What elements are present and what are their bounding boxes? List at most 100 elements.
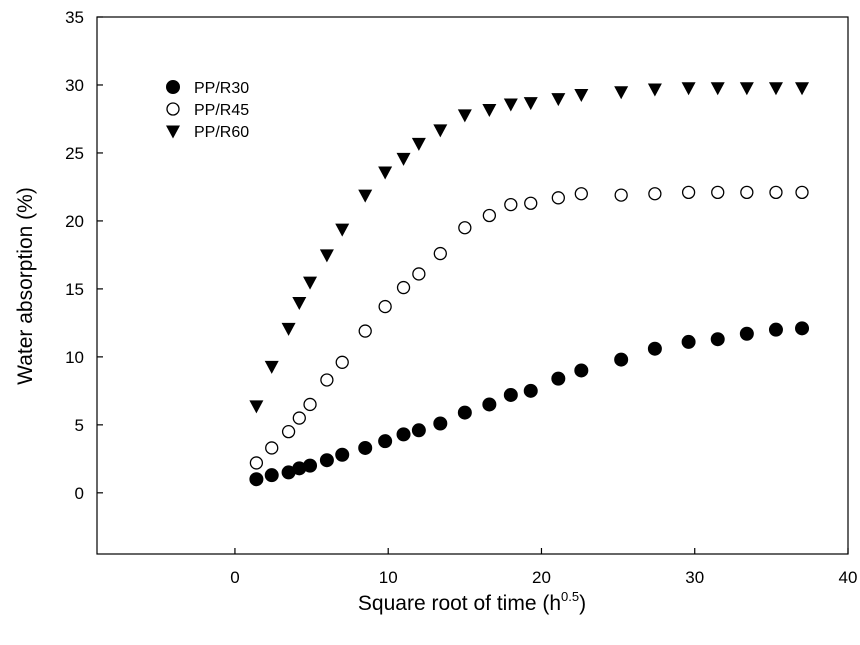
data-point-pp-r45 — [648, 187, 662, 201]
data-point-pp-r45 — [433, 246, 447, 261]
data-point-pp-r45 — [303, 397, 317, 412]
data-point-pp-r30 — [614, 352, 629, 367]
data-point-pp-r45 — [335, 355, 349, 369]
data-point-pp-r30 — [503, 387, 518, 402]
data-point-pp-r45 — [524, 196, 538, 210]
data-point-pp-r30 — [411, 423, 426, 438]
data-point-pp-r45 — [458, 221, 472, 235]
data-point-pp-r30 — [433, 416, 448, 431]
data-point-pp-r30 — [358, 440, 373, 455]
data-point-pp-r60 — [574, 88, 589, 102]
data-point-pp-r30 — [378, 434, 393, 449]
data-point-pp-r30 — [768, 322, 783, 337]
data-point-pp-r60 — [358, 189, 373, 203]
y-tick-label: 25 — [65, 144, 84, 163]
data-point-pp-r30 — [681, 334, 696, 349]
data-point-pp-r45 — [551, 191, 565, 205]
data-point-pp-r45 — [412, 267, 426, 281]
data-point-pp-r45 — [795, 185, 809, 200]
y-tick-label: 0 — [75, 484, 84, 503]
data-point-pp-r30 — [457, 405, 472, 420]
data-point-pp-r60 — [433, 124, 448, 138]
data-point-pp-r30 — [319, 453, 334, 468]
x-tick-label: 10 — [379, 568, 398, 587]
data-point-pp-r45 — [711, 185, 725, 200]
data-point-pp-r30 — [249, 472, 264, 487]
data-point-pp-r30 — [335, 447, 350, 462]
data-point-pp-r30 — [647, 341, 662, 356]
data-point-pp-r60 — [319, 249, 334, 263]
data-point-pp-r60 — [281, 322, 296, 336]
data-point-pp-r60 — [768, 82, 783, 96]
legend-marker-pp-r45 — [166, 102, 180, 116]
x-tick-label: 0 — [230, 568, 239, 587]
data-point-pp-r45 — [504, 197, 518, 212]
data-point-pp-r60 — [396, 152, 411, 166]
data-point-pp-r45 — [358, 324, 372, 338]
data-point-pp-r30 — [710, 332, 725, 347]
x-tick-label: 20 — [532, 568, 551, 587]
data-point-pp-r60 — [249, 400, 264, 414]
data-point-pp-r45 — [265, 441, 279, 455]
x-axis-title-suffix: ) — [579, 592, 586, 615]
data-point-pp-r60 — [378, 166, 393, 180]
data-point-pp-r45 — [378, 299, 392, 314]
y-tick-label: 5 — [75, 416, 84, 435]
data-point-pp-r60 — [335, 223, 350, 237]
data-point-pp-r30 — [551, 371, 566, 386]
data-point-pp-r30 — [795, 321, 810, 336]
x-axis-title-superscript: 0.5 — [561, 589, 579, 604]
data-point-pp-r60 — [503, 98, 518, 112]
data-point-pp-r60 — [710, 82, 725, 96]
data-points — [249, 82, 810, 487]
data-point-pp-r60 — [739, 82, 754, 96]
data-point-pp-r60 — [795, 82, 810, 96]
data-point-pp-r45 — [740, 185, 754, 200]
data-point-pp-r45 — [249, 456, 264, 470]
data-point-pp-r60 — [303, 276, 318, 290]
y-tick-label: 30 — [65, 76, 84, 95]
data-point-pp-r60 — [523, 97, 538, 111]
legend-marker-pp-r30 — [166, 80, 180, 94]
data-point-pp-r45 — [396, 280, 411, 295]
data-point-pp-r45 — [320, 373, 334, 387]
data-point-pp-r30 — [264, 468, 279, 483]
axis-ticks — [97, 16, 849, 554]
data-point-pp-r60 — [482, 103, 497, 117]
tick-labels: 0 10 20 30 40 0 5 10 15 20 25 30 35 — [65, 8, 857, 587]
legend-label-pp-r30: PP/R30 — [194, 80, 249, 97]
data-point-pp-r60 — [614, 86, 629, 100]
x-tick-label: 40 — [839, 568, 858, 587]
data-point-pp-r45 — [281, 424, 296, 439]
data-point-pp-r60 — [292, 296, 307, 310]
data-point-pp-r30 — [523, 383, 538, 398]
data-point-pp-r60 — [411, 137, 426, 151]
y-tick-label: 35 — [65, 8, 84, 27]
data-point-pp-r45 — [482, 208, 497, 223]
x-axis-title-main: Square root of time (h — [358, 592, 561, 615]
data-point-pp-r30 — [739, 326, 754, 341]
legend: PP/R30 PP/R45 PP/R60 — [166, 80, 249, 141]
y-axis-title: Water absorption (%) — [14, 187, 37, 385]
data-point-pp-r60 — [457, 109, 472, 123]
data-point-pp-r45 — [292, 411, 306, 425]
data-point-pp-r45 — [681, 185, 696, 200]
legend-label-pp-r45: PP/R45 — [194, 102, 249, 119]
data-point-pp-r45 — [769, 185, 783, 200]
x-tick-label: 30 — [685, 568, 704, 587]
data-point-pp-r30 — [574, 363, 589, 378]
plot-frame — [96, 16, 849, 555]
data-point-pp-r60 — [264, 360, 279, 374]
y-tick-label: 20 — [65, 212, 84, 231]
data-point-pp-r45 — [614, 188, 628, 202]
x-axis-title: Square root of time (h0.5) — [358, 589, 586, 615]
data-point-pp-r60 — [551, 93, 566, 107]
data-point-pp-r30 — [482, 397, 497, 412]
y-tick-label: 10 — [65, 348, 84, 367]
data-point-pp-r30 — [396, 427, 411, 442]
legend-label-pp-r60: PP/R60 — [194, 124, 249, 141]
data-point-pp-r30 — [303, 458, 318, 473]
data-point-pp-r60 — [681, 82, 696, 96]
legend-marker-pp-r60 — [166, 125, 180, 139]
